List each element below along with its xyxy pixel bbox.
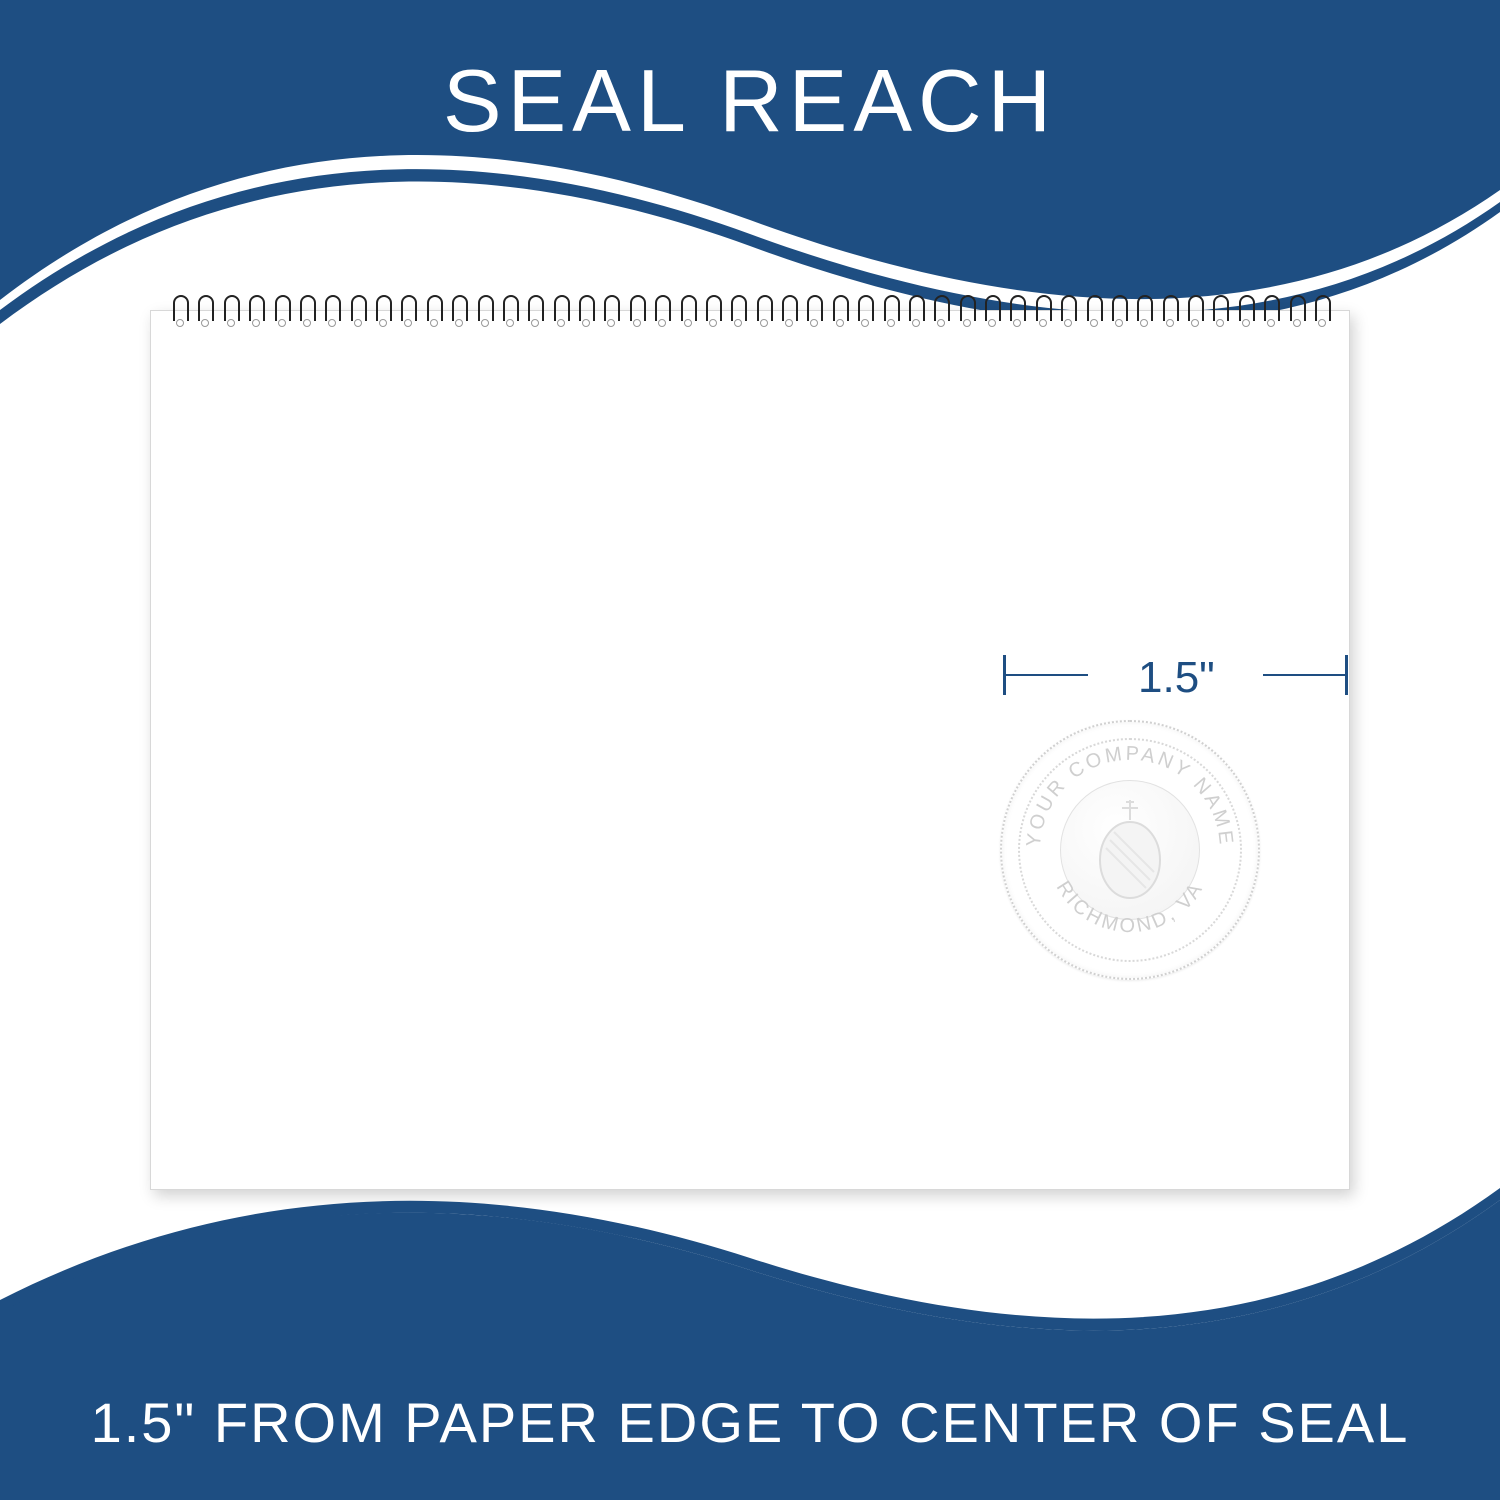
spiral-loop <box>1262 293 1278 329</box>
spiral-loop <box>323 293 339 329</box>
spiral-loop <box>679 293 695 329</box>
spiral-loop <box>1085 293 1101 329</box>
spiral-loop <box>577 293 593 329</box>
spiral-loop <box>450 293 466 329</box>
spiral-loop <box>1034 293 1050 329</box>
embossed-seal: YOUR COMPANY NAME RICHMOND, VA <box>1000 720 1260 980</box>
spiral-loop <box>273 293 289 329</box>
spiral-loop <box>1237 293 1253 329</box>
spiral-loop <box>1135 293 1151 329</box>
spiral-loop <box>1211 293 1227 329</box>
spiral-loop <box>399 293 415 329</box>
spiral-loop <box>1288 293 1304 329</box>
spiral-loop <box>628 293 644 329</box>
measure-line-left <box>1006 674 1088 676</box>
spiral-loop <box>602 293 618 329</box>
footer-caption: 1.5" FROM PAPER EDGE TO CENTER OF SEAL <box>0 1390 1500 1455</box>
spiral-loop <box>856 293 872 329</box>
measure-cap-right <box>1345 655 1348 695</box>
spiral-loop <box>704 293 720 329</box>
spiral-loop <box>552 293 568 329</box>
spiral-binding <box>171 293 1329 329</box>
spiral-loop <box>755 293 771 329</box>
seal-center-icon <box>1100 800 1160 898</box>
spiral-loop <box>196 293 212 329</box>
spiral-loop <box>1008 293 1024 329</box>
spiral-loop <box>1186 293 1202 329</box>
spiral-loop <box>298 293 314 329</box>
spiral-loop <box>780 293 796 329</box>
measurement-indicator: 1.5" <box>1003 645 1348 705</box>
measure-label: 1.5" <box>1138 653 1215 703</box>
spiral-loop <box>247 293 263 329</box>
spiral-loop <box>222 293 238 329</box>
spiral-loop <box>907 293 923 329</box>
spiral-loop <box>501 293 517 329</box>
page-title: SEAL REACH <box>0 50 1500 152</box>
spiral-loop <box>831 293 847 329</box>
spiral-loop <box>805 293 821 329</box>
spiral-loop <box>983 293 999 329</box>
spiral-loop <box>526 293 542 329</box>
spiral-loop <box>882 293 898 329</box>
footer-band <box>0 1260 1500 1500</box>
spiral-loop <box>653 293 669 329</box>
spiral-loop <box>425 293 441 329</box>
spiral-loop <box>349 293 365 329</box>
spiral-loop <box>958 293 974 329</box>
spiral-loop <box>1313 293 1329 329</box>
spiral-loop <box>932 293 948 329</box>
measure-line-right <box>1263 674 1345 676</box>
spiral-loop <box>1110 293 1126 329</box>
spiral-loop <box>1161 293 1177 329</box>
spiral-loop <box>476 293 492 329</box>
spiral-loop <box>1059 293 1075 329</box>
spiral-loop <box>374 293 390 329</box>
spiral-loop <box>729 293 745 329</box>
spiral-loop <box>171 293 187 329</box>
